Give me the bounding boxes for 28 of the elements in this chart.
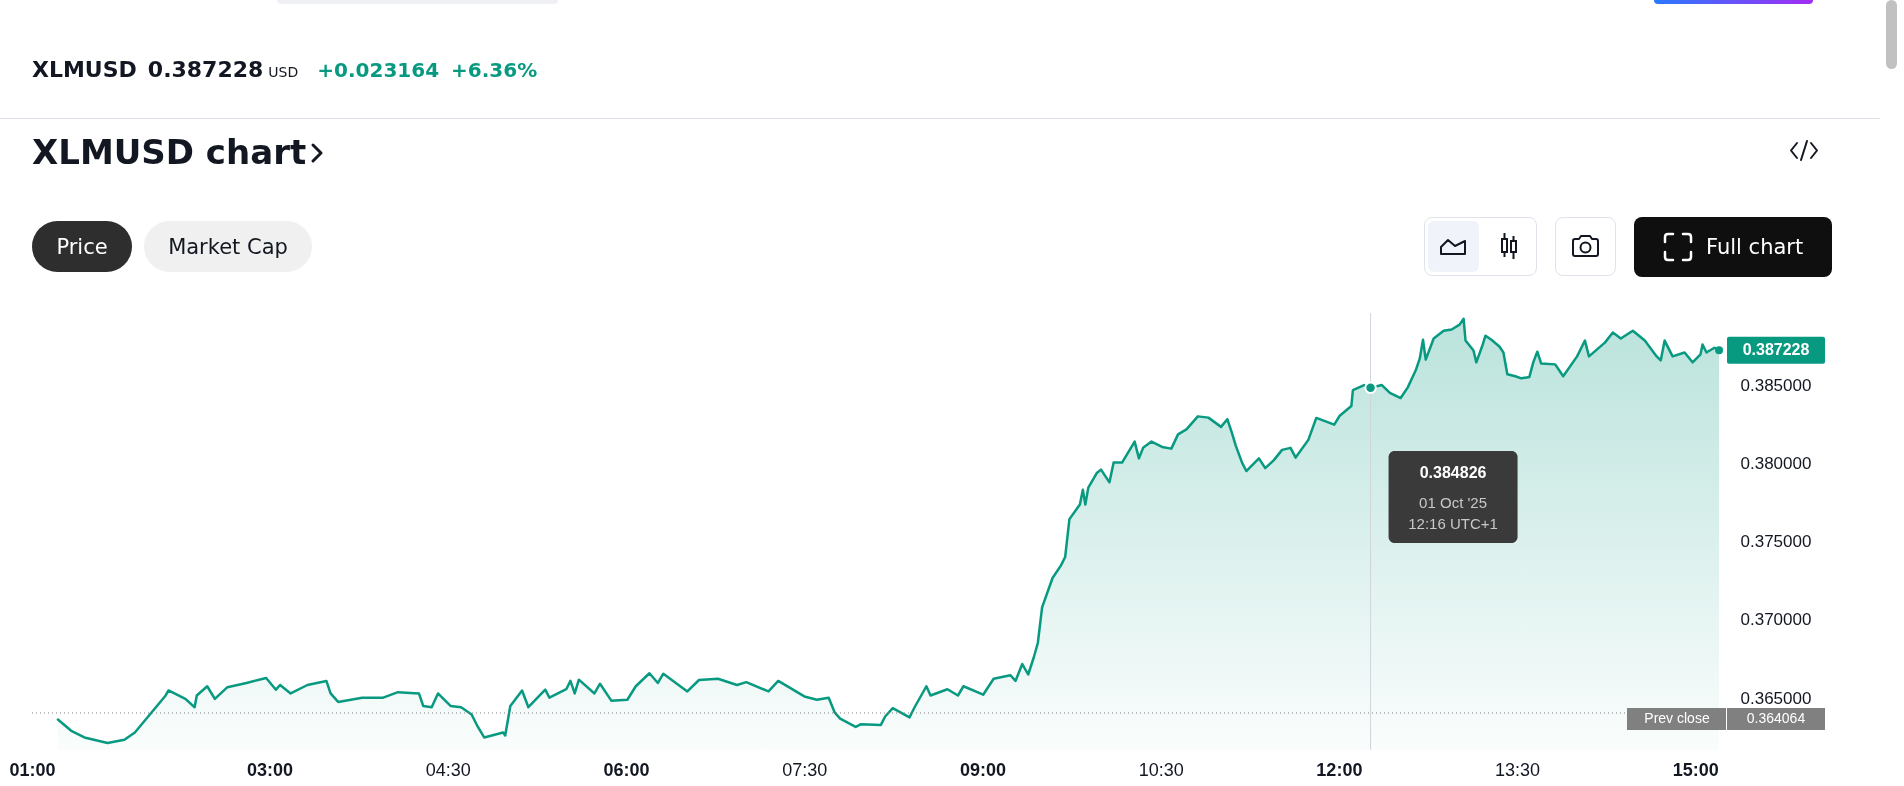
x-tick-label: 03:00 xyxy=(247,759,294,780)
y-tick-label: 0.380000 xyxy=(1740,453,1812,473)
text: 0.364064 xyxy=(1746,709,1806,726)
text: +0.023164 xyxy=(317,57,440,84)
x-tick-label: 04:30 xyxy=(425,759,471,780)
text: USD xyxy=(268,63,299,82)
x-tick-label: 07:30 xyxy=(782,759,828,780)
x-tick-label: 15:00 xyxy=(1672,759,1719,780)
text: XLMUSD xyxy=(32,56,137,84)
data-label: 0.387228 xyxy=(1742,341,1810,359)
text: +6.36% xyxy=(451,57,538,84)
text: 0.387228 xyxy=(147,56,264,84)
y-tick-label: 0.385000 xyxy=(1740,375,1812,395)
text: Full chart xyxy=(1706,234,1804,261)
x-tick-label: 09:00 xyxy=(959,759,1006,780)
price-tab: Price xyxy=(32,221,132,272)
y-tick-label: 0.370000 xyxy=(1740,610,1812,630)
x-tick-label: 06:00 xyxy=(603,759,650,780)
x-tick-label: 12:00 xyxy=(1316,759,1363,780)
chart-title: XLMUSD chart xyxy=(32,131,307,173)
annotation: 0.384826 01 Oct '25 12:16 UTC+1 xyxy=(1408,464,1498,532)
x-tick-label: 01:00 xyxy=(9,759,56,780)
y-tick-label: 0.365000 xyxy=(1740,688,1812,708)
ref-line-label: Prev close xyxy=(1644,709,1710,726)
x-tick-label: 10:30 xyxy=(1138,759,1184,780)
market-cap-tab: Market Cap xyxy=(144,221,312,272)
x-tick-label: 13:30 xyxy=(1495,759,1541,780)
y-tick-label: 0.375000 xyxy=(1740,532,1812,552)
